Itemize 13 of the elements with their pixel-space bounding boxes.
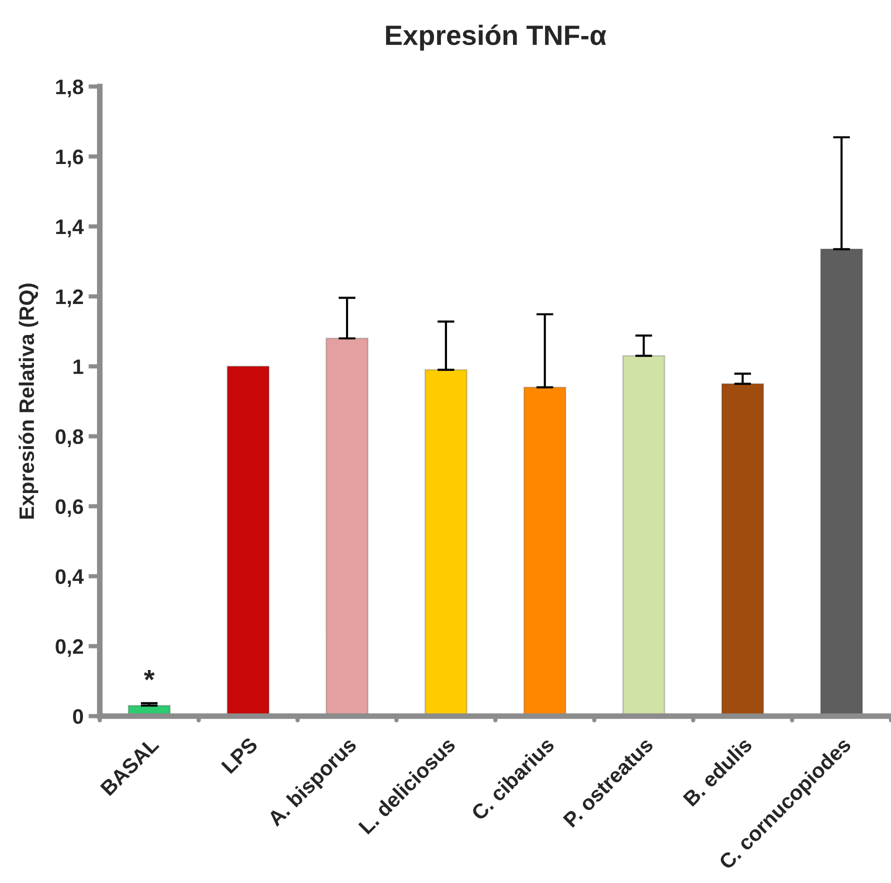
y-axis-title: Expresión Relativa (RQ): [18, 284, 38, 519]
y-tick-label: 1: [74, 360, 84, 374]
y-tick-label: 0: [73, 709, 83, 724]
annotation: *: [144, 670, 155, 680]
y-tick-label: 0,2: [56, 639, 83, 657]
y-tick-label: 1,6: [56, 149, 84, 168]
y-tick-label: 0,4: [56, 569, 84, 587]
y-tick-label: 0,6: [56, 499, 84, 518]
y-tick-label: 1,4: [56, 220, 84, 238]
y-tick-label: 0,8: [56, 429, 84, 448]
chart-title: Expresión TNF-α: [386, 24, 606, 51]
y-tick-label: 1,8: [56, 80, 84, 98]
y-tick-label: 1,2: [56, 289, 83, 308]
